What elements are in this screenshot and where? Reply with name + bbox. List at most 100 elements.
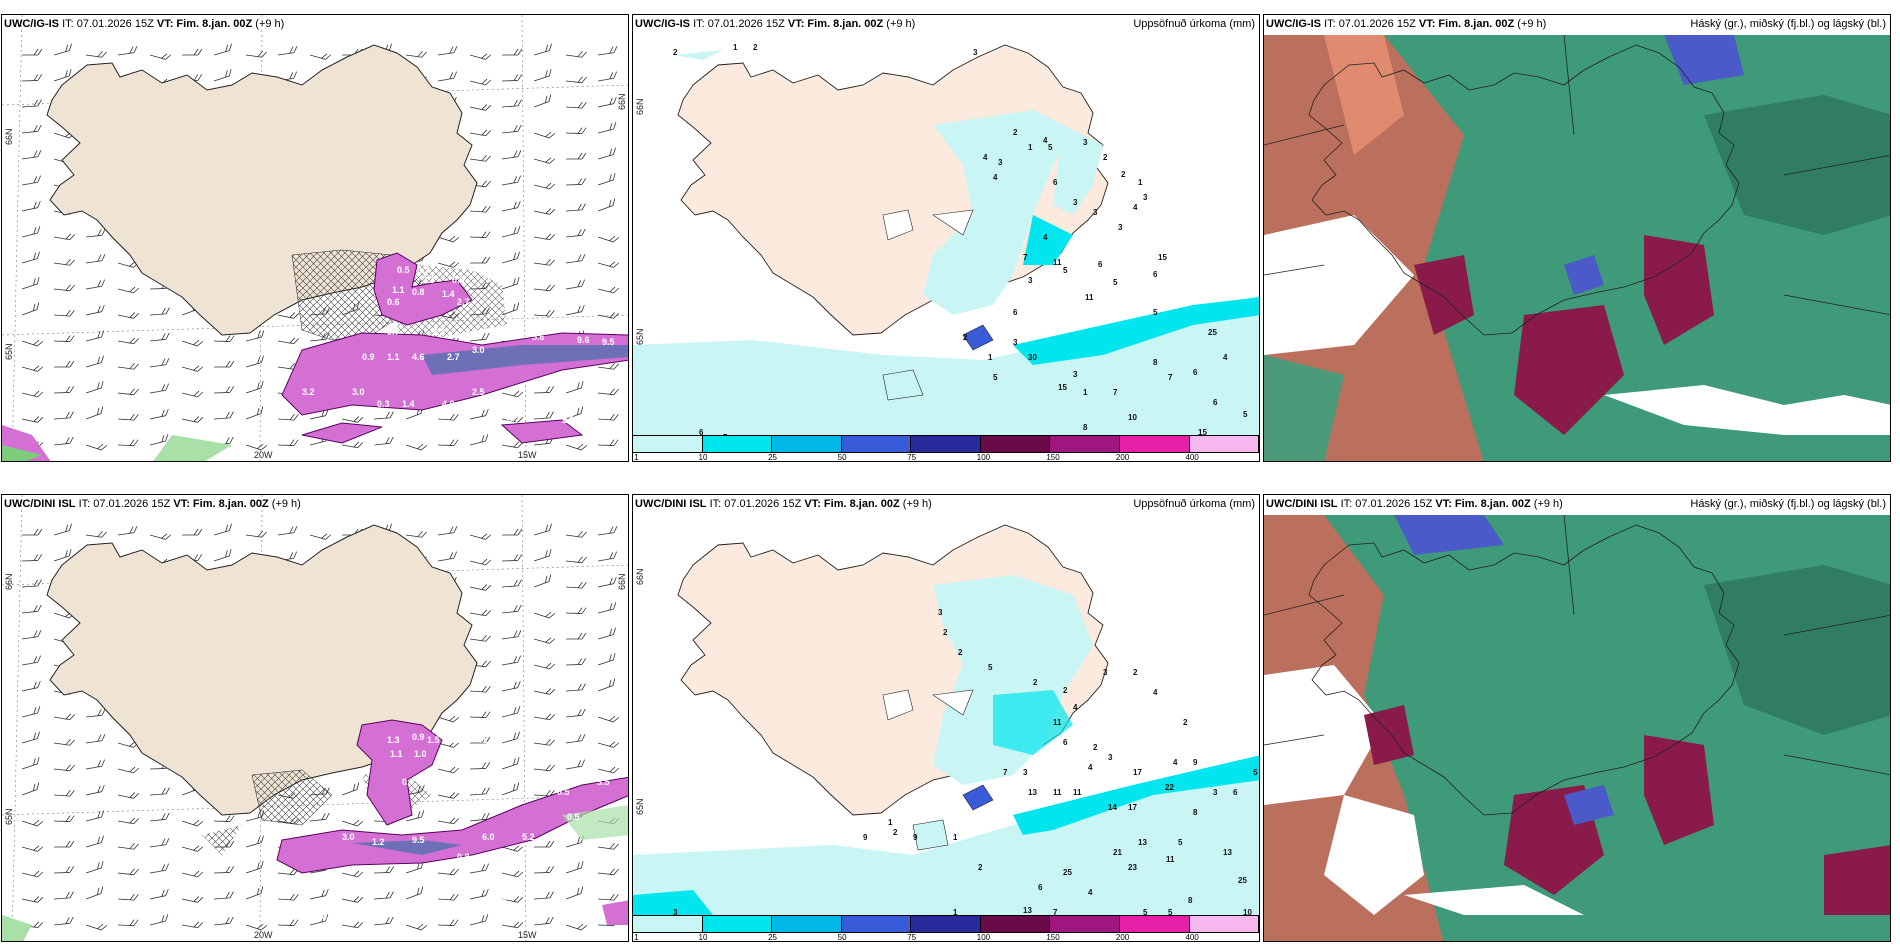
- value-label: 3: [998, 158, 1003, 167]
- colorbar-label: 1: [634, 933, 639, 942]
- wind-barb: [20, 604, 43, 614]
- wind-barb: [469, 152, 492, 163]
- wind-barb: [597, 840, 620, 851]
- panel-cloud-igis: UWC/IG-IS IT: 07.01.2026 15Z VT: Fim. 8.…: [1263, 14, 1891, 462]
- value-label: 1: [1138, 178, 1143, 187]
- colorbar-swatch: [1050, 436, 1120, 452]
- wind-barb: [19, 782, 42, 796]
- wind-barb: [117, 892, 139, 901]
- wind-barb: [564, 253, 587, 264]
- wind-barb: [533, 762, 555, 772]
- value-label: 3: [1108, 753, 1113, 762]
- wind-barb: [565, 126, 587, 135]
- wind-barb: [469, 554, 492, 567]
- value-label: 3.0: [352, 387, 365, 397]
- wind-barb: [469, 684, 491, 693]
- wind-barb: [83, 860, 106, 874]
- wind-barb: [20, 629, 43, 640]
- value-label: 3: [1213, 788, 1218, 797]
- wind-barb: [500, 175, 523, 186]
- wind-barb: [597, 386, 619, 396]
- wind-barb: [52, 916, 75, 926]
- value-label: 21: [1113, 848, 1122, 857]
- colorbar-label: 25: [768, 453, 778, 462]
- value-label: 7: [1023, 253, 1028, 262]
- colorbar-labels: 1 10 25 50 75 100 150 200 400: [633, 933, 1259, 942]
- wind-barb: [213, 360, 235, 368]
- wind-barb: [243, 355, 266, 368]
- wind-barb: [564, 759, 587, 770]
- colorbar-labels: 1 10 25 50 75 100 150 200 400: [633, 453, 1259, 462]
- wind-barb: [565, 657, 587, 666]
- wind-barb: [84, 228, 107, 238]
- wind-barb: [84, 708, 107, 718]
- colorbar-label: 200: [1115, 453, 1130, 462]
- value-label: 11: [1053, 788, 1062, 797]
- wind-barb: [596, 121, 618, 134]
- colorbar-swatch: [1119, 916, 1190, 932]
- wind-barb: [149, 528, 172, 541]
- value-label: 6: [1213, 398, 1218, 407]
- wind-barb: [53, 788, 75, 797]
- wind-barb: [565, 74, 587, 84]
- wind-barb: [19, 276, 42, 290]
- wind-barb: [245, 48, 268, 59]
- wind-barb: [53, 710, 76, 721]
- wind-barb: [21, 840, 44, 853]
- wind-barb: [84, 304, 106, 316]
- wind-barb: [85, 528, 108, 539]
- value-label: 1.1: [482, 735, 495, 745]
- lon-label: 15W: [518, 930, 537, 940]
- colorbar-swatch: [911, 916, 981, 932]
- colorbar-swatch: [911, 436, 981, 452]
- value-label: 5: [1063, 266, 1068, 275]
- value-label: 4: [983, 153, 988, 162]
- value-label: 7: [1168, 373, 1173, 382]
- wind-barb: [181, 48, 203, 56]
- wind-barb: [437, 918, 459, 927]
- wind-barb: [148, 408, 170, 420]
- wind-barb: [341, 814, 364, 828]
- wind-barb: [499, 251, 522, 264]
- wind-barb: [19, 251, 42, 264]
- wind-barb: [500, 705, 522, 718]
- value-label: 1.1: [392, 285, 405, 295]
- value-label: 6: [1053, 178, 1058, 187]
- wind-barb: [53, 411, 75, 420]
- wind-barb: [181, 892, 204, 904]
- wind-barb: [373, 891, 395, 900]
- wind-barb: [500, 225, 522, 238]
- value-label: 3.0: [342, 832, 355, 842]
- value-label: 2: [958, 648, 963, 657]
- lat-label: 66N: [4, 573, 14, 590]
- wind-barb: [596, 576, 618, 588]
- wind-barb: [533, 658, 556, 671]
- value-label: 4: [1043, 233, 1048, 242]
- wind-barb: [597, 892, 619, 901]
- wind-barb: [341, 892, 364, 904]
- value-label: 2.3: [422, 275, 435, 285]
- value-label: 5: [1153, 308, 1158, 317]
- wind-barb: [531, 43, 554, 56]
- wind-barb: [501, 48, 523, 56]
- wind-barb: [468, 433, 490, 446]
- wind-barb: [565, 177, 587, 186]
- wind-barb: [53, 282, 75, 292]
- wind-barb: [405, 918, 428, 932]
- value-label: 3: [1028, 276, 1033, 285]
- colorbar-swatch: [841, 436, 912, 452]
- wind-barb: [533, 282, 555, 292]
- colorbar-label: 25: [768, 933, 778, 942]
- value-label: 11: [1085, 293, 1094, 302]
- wind-barb: [117, 814, 140, 825]
- value-label: 2: [978, 863, 983, 872]
- value-label: 23: [1128, 863, 1137, 872]
- panel-cloud-dini: UWC/DINI ISL IT: 07.01.2026 15Z VT: Fim.…: [1263, 494, 1891, 942]
- wind-barb: [20, 655, 43, 666]
- wind-barb: [565, 580, 587, 589]
- colorbar-swatch: [1189, 916, 1259, 932]
- wind-barb: [181, 334, 204, 348]
- wind-barb: [533, 308, 555, 317]
- value-label: 0.7: [387, 327, 400, 337]
